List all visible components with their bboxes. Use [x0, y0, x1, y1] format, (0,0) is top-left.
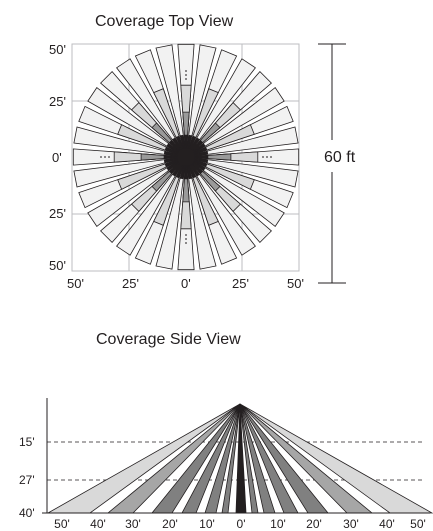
side-view-title: Coverage Side View: [96, 331, 241, 348]
side-view-x-tick: 30': [125, 517, 141, 531]
side-view-y-tick: 40': [19, 506, 35, 520]
side-view-x-tick: 30': [343, 517, 359, 531]
dimension-label: 60 ft: [324, 149, 356, 166]
side-view-coverage-pattern: [46, 403, 433, 514]
coverage-zone-outer: [185, 156, 285, 227]
coverage-zone-outer: [185, 156, 299, 188]
side-view-x-tick: 10': [199, 517, 215, 531]
coverage-zone-outer: [185, 126, 299, 158]
top-view-x-tick: 0': [181, 276, 191, 291]
coverage-zone-outer: [185, 156, 256, 256]
side-view-x-tick: 40': [379, 517, 395, 531]
top-view-title: Coverage Top View: [95, 13, 234, 30]
coverage-zone-outer: [87, 156, 187, 227]
coverage-zone-center: [163, 154, 187, 160]
top-view-y-tick: 50': [49, 258, 66, 273]
sensor-center: [177, 148, 195, 166]
top-view-x-tick: 25': [122, 276, 139, 291]
side-view-x-tick: 50': [410, 517, 426, 531]
top-view-coverage-pattern: [72, 43, 300, 271]
top-view-x-tick: 50': [287, 276, 304, 291]
side-view-x-tick: 20': [306, 517, 322, 531]
coverage-zone-inner: [182, 111, 190, 158]
coverage-zone-center: [185, 154, 209, 160]
top-view-x-tick: 25': [232, 276, 249, 291]
coverage-zone-outer: [73, 156, 187, 188]
side-view-axes: [46, 398, 423, 513]
coverage-zone-outer: [73, 126, 187, 158]
coverage-zone-outer: [185, 156, 217, 270]
coverage-zone-outer: [155, 44, 187, 158]
top-view-x-axis-labels: 50' 25' 0' 25' 50': [67, 276, 304, 291]
side-view-x-tick: 50': [54, 517, 70, 531]
side-view-x-tick: 20': [162, 517, 178, 531]
coverage-zone-outer: [185, 87, 285, 158]
side-view-x-axis-labels: 50' 40' 30' 20' 10' 0' 10' 20' 30' 40' 50': [54, 517, 426, 531]
coverage-zone-inner: [182, 156, 190, 203]
coverage-zone-inner: [185, 153, 232, 161]
top-view-y-tick: 25': [49, 206, 66, 221]
top-view-y-tick: 25': [49, 94, 66, 109]
top-view-x-tick: 50': [67, 276, 84, 291]
side-view-x-tick: 0': [237, 517, 246, 531]
top-view-y-axis-labels: 50' 25' 0' 25' 50': [49, 42, 66, 273]
coverage-zone-outer: [185, 44, 217, 158]
coverage-zone-outer: [185, 58, 256, 158]
side-view-y-tick: 27': [19, 473, 35, 487]
coverage-zone-outer: [155, 156, 187, 270]
coverage-zone-inner: [140, 153, 187, 161]
side-view-x-tick: 10': [270, 517, 286, 531]
top-view-y-tick: 0': [52, 150, 62, 165]
top-view-y-tick: 50': [49, 42, 66, 57]
coverage-zone-center: [183, 134, 189, 158]
coverage-zone-outer: [116, 156, 187, 256]
side-view-y-axis-labels: 15' 27' 40': [19, 435, 35, 520]
coverage-zone-center: [183, 156, 189, 180]
side-view-x-tick: 40': [90, 517, 106, 531]
coverage-zone-outer: [116, 58, 187, 158]
coverage-zone-outer: [87, 87, 187, 158]
height-dimension-marker: 60 ft: [318, 43, 356, 284]
side-view-y-tick: 15': [19, 435, 35, 449]
